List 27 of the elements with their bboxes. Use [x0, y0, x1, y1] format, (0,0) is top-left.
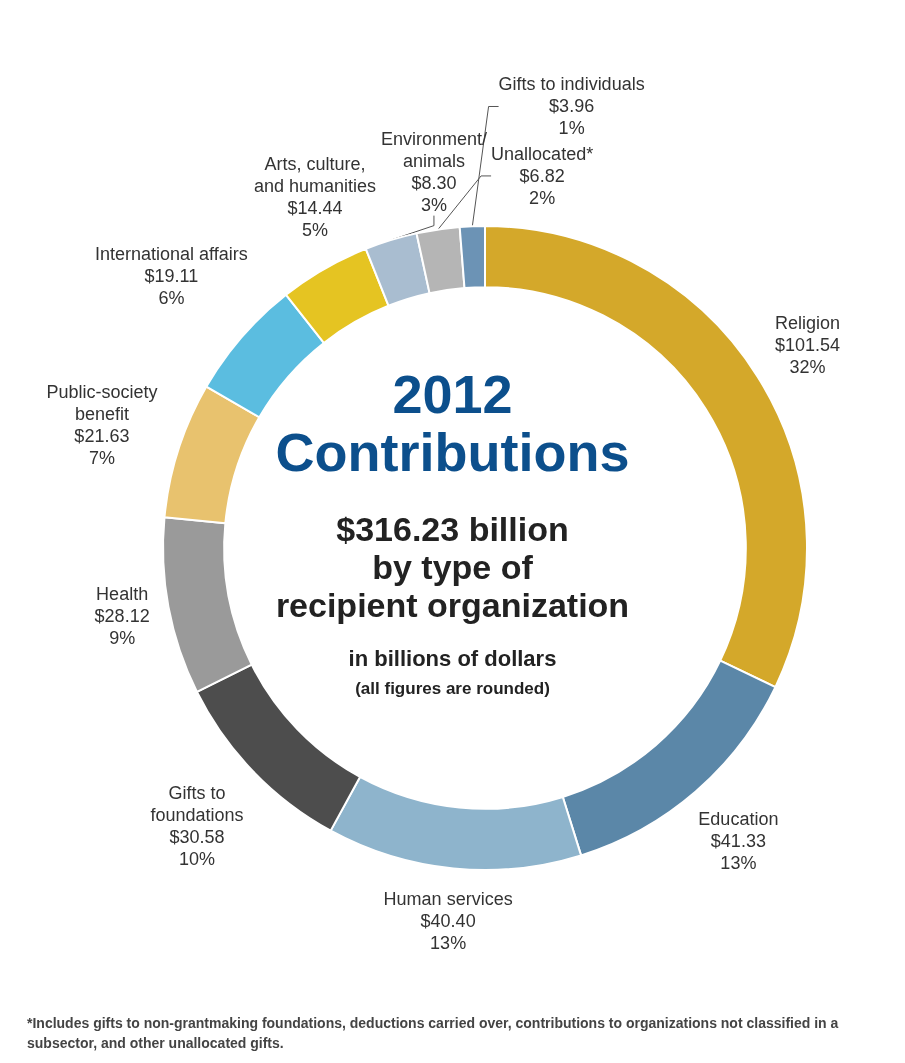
- text: (all figures are rounded): [355, 679, 550, 698]
- slice-label: Religion: [774, 312, 841, 333]
- data-label: $28.12 9%: [94, 605, 150, 648]
- data-label: $101.54 32%: [774, 334, 841, 377]
- text: 2012 Contributions: [275, 364, 630, 482]
- slice-label: Unallocated*: [491, 143, 594, 164]
- slice-label: Gifts to foundations: [150, 782, 244, 825]
- slice-label: Arts, culture, and humanities: [254, 154, 377, 197]
- slice-label: Education: [698, 808, 779, 829]
- data-label: $40.40 13%: [420, 911, 476, 954]
- slice-label: International affairs: [95, 243, 248, 264]
- text: *Includes gifts to non-grantmaking foundations, deductions carried over, contributions to organizations not classified in a subsector, and other unallocated gifts.: [27, 1015, 843, 1051]
- data-label: $41.33 13%: [710, 830, 766, 873]
- text: $316.23 billion by type of recipient organization: [275, 510, 630, 624]
- slice-label: Health: [96, 583, 149, 604]
- slice-label: Human services: [383, 889, 513, 910]
- slice-label: Public-society benefit: [46, 382, 158, 425]
- text: in billions of dollars: [348, 645, 557, 671]
- data-label: $8.30 3%: [411, 172, 457, 215]
- slice-label: Environment/ animals: [380, 128, 487, 171]
- data-label: $30.58 10%: [169, 826, 225, 869]
- data-label: $21.63 7%: [74, 426, 130, 469]
- data-label: $6.82 2%: [519, 165, 565, 208]
- slice-label: Gifts to individuals: [498, 74, 645, 95]
- data-label: $3.96 1%: [549, 96, 595, 139]
- data-label: $19.11 6%: [144, 265, 199, 308]
- data-label: $14.44 5%: [287, 198, 343, 241]
